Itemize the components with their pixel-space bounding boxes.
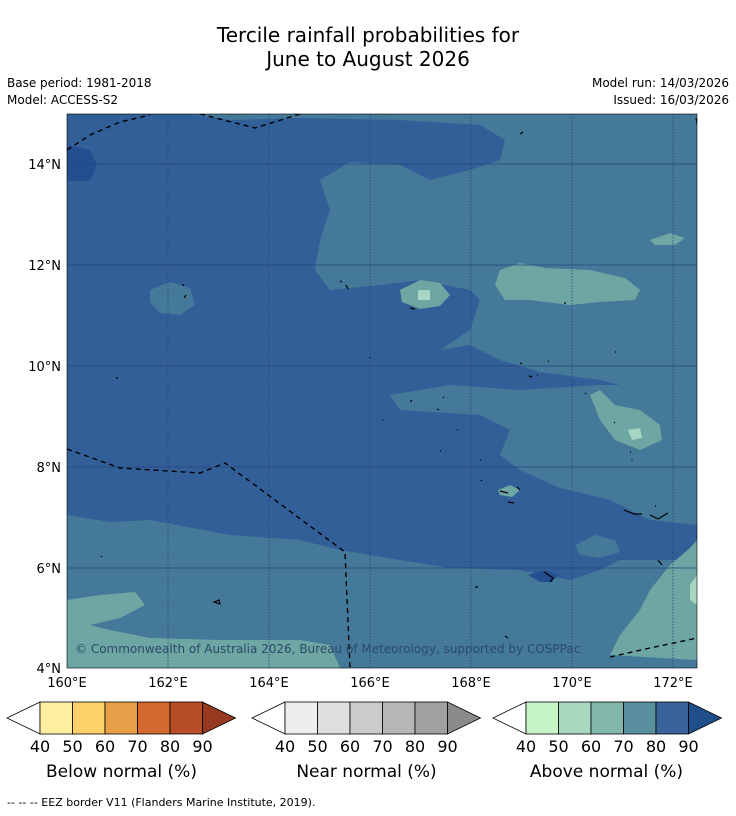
field-above-50-a [418, 290, 430, 300]
colorbar-segment [349, 701, 383, 735]
lon-label: 162°E [148, 676, 188, 691]
colorbar-tick-label: 50 [307, 737, 327, 756]
colorbar-segment [590, 701, 624, 735]
colorbar-legends: 40 50 60 70 80 90 40 50 60 70 80 90 40 50 60 70 80 90 [6, 701, 723, 756]
colorbar-tick-label: 90 [192, 737, 212, 756]
lon-label: 172°E [653, 676, 693, 691]
colorbar-extend-high [447, 701, 482, 735]
colorbar-tick-label: 80 [646, 737, 666, 756]
map-plot-area: © Commonwealth of Australia 2026, Bureau… [67, 114, 697, 668]
colorbar-extend-low [492, 701, 527, 735]
lon-label: 160°E [47, 676, 87, 691]
field-above-60-south [67, 592, 340, 668]
colorbar-below: 40 50 60 70 80 90 [6, 701, 237, 756]
colorbar-tick-label: 80 [405, 737, 425, 756]
colorbar-tick-label: 50 [548, 737, 568, 756]
lat-label: 8°N [37, 461, 62, 476]
field-above-90-a [67, 145, 97, 181]
field-above-50-c [690, 575, 697, 605]
lon-label: 168°E [451, 676, 491, 691]
field-above-60-c [590, 390, 662, 450]
colorbar-label-near: Near normal (%) [296, 762, 437, 782]
eez-borders [67, 114, 697, 668]
colorbar-segment [39, 701, 73, 735]
field-above-60-a [495, 263, 640, 305]
colorbar-segment [558, 701, 592, 735]
colorbar-segment [137, 701, 171, 735]
field-above-50-b [628, 428, 642, 440]
field-above-70-north [190, 114, 697, 410]
graticule [167, 114, 674, 668]
colorbar-tick-label: 60 [340, 737, 360, 756]
lat-axis: 14°N 12°N 10°N 8°N 6°N 4°N [28, 158, 61, 677]
colorbar-tick-label: 60 [95, 737, 115, 756]
colorbar-segment [623, 701, 657, 735]
field-above-60-d [650, 233, 685, 245]
colorbar-above: 40 50 60 70 80 90 [492, 701, 723, 756]
colorbar-segment [72, 701, 106, 735]
colorbar-segment [525, 701, 559, 735]
colorbar-extend-high [202, 701, 237, 735]
colorbar-tick-label: 90 [678, 737, 698, 756]
field-above-60-e [498, 485, 520, 497]
colorbar-label-below: Below normal (%) [46, 762, 197, 782]
colorbar-near: 40 50 60 70 80 90 [251, 701, 482, 756]
colorbar-segment [414, 701, 448, 735]
lat-label: 6°N [37, 562, 62, 577]
copyright-notice: © Commonwealth of Australia 2026, Bureau… [75, 642, 580, 656]
model-run: Model run: 14/03/2026 [591, 76, 729, 90]
colorbar-segment [284, 701, 318, 735]
chart-title-line1: Tercile rainfall probabilities for [216, 23, 520, 47]
lon-label: 164°E [249, 676, 289, 691]
colorbar-tick-label: 80 [160, 737, 180, 756]
colorbar-tick-label: 70 [613, 737, 633, 756]
lat-label: 14°N [28, 158, 61, 173]
lon-label: 170°E [552, 676, 592, 691]
colorbar-tick-label: 90 [437, 737, 457, 756]
model-name: Model: ACCESS-S2 [7, 93, 119, 107]
islands [100, 117, 697, 639]
colorbar-tick-label: 70 [372, 737, 392, 756]
colorbar-tick-label: 60 [581, 737, 601, 756]
issued-date: Issued: 16/03/2026 [613, 93, 729, 107]
eez-footnote: -- -- -- EEZ border V11 (Flanders Marine… [7, 796, 316, 809]
colorbar-segment [382, 701, 416, 735]
graticule-lat [67, 163, 697, 569]
chart-title-line2: June to August 2026 [266, 47, 470, 71]
colorbar-extend-high [688, 701, 723, 735]
field-above-60-se [610, 540, 697, 660]
colorbar-extend-low [6, 701, 41, 735]
colorbar-segment [317, 701, 351, 735]
lat-label: 10°N [28, 360, 61, 375]
colorbar-tick-label: 40 [275, 737, 295, 756]
lat-label: 12°N [28, 259, 61, 274]
field-above-70-sw [575, 535, 620, 558]
colorbar-segment [655, 701, 689, 735]
colorbar-tick-label: 70 [127, 737, 147, 756]
colorbar-segment [104, 701, 138, 735]
lat-label: 4°N [37, 662, 62, 677]
colorbar-label-above: Above normal (%) [529, 762, 684, 782]
field-above-70-west [150, 282, 195, 315]
map-frame [66, 113, 698, 669]
base-period: Base period: 1981-2018 [7, 76, 152, 90]
colorbar-tick-label: 40 [30, 737, 50, 756]
lon-axis: 160°E 162°E 164°E 166°E 168°E 170°E 172°… [47, 676, 693, 691]
field-above-90-b [528, 570, 558, 582]
colorbar-segment [169, 701, 203, 735]
colorbar-tick-label: 50 [62, 737, 82, 756]
colorbar-tick-label: 40 [516, 737, 536, 756]
lon-label: 166°E [350, 676, 390, 691]
field-above-70-south [67, 515, 697, 668]
colorbar-extend-low [251, 701, 286, 735]
